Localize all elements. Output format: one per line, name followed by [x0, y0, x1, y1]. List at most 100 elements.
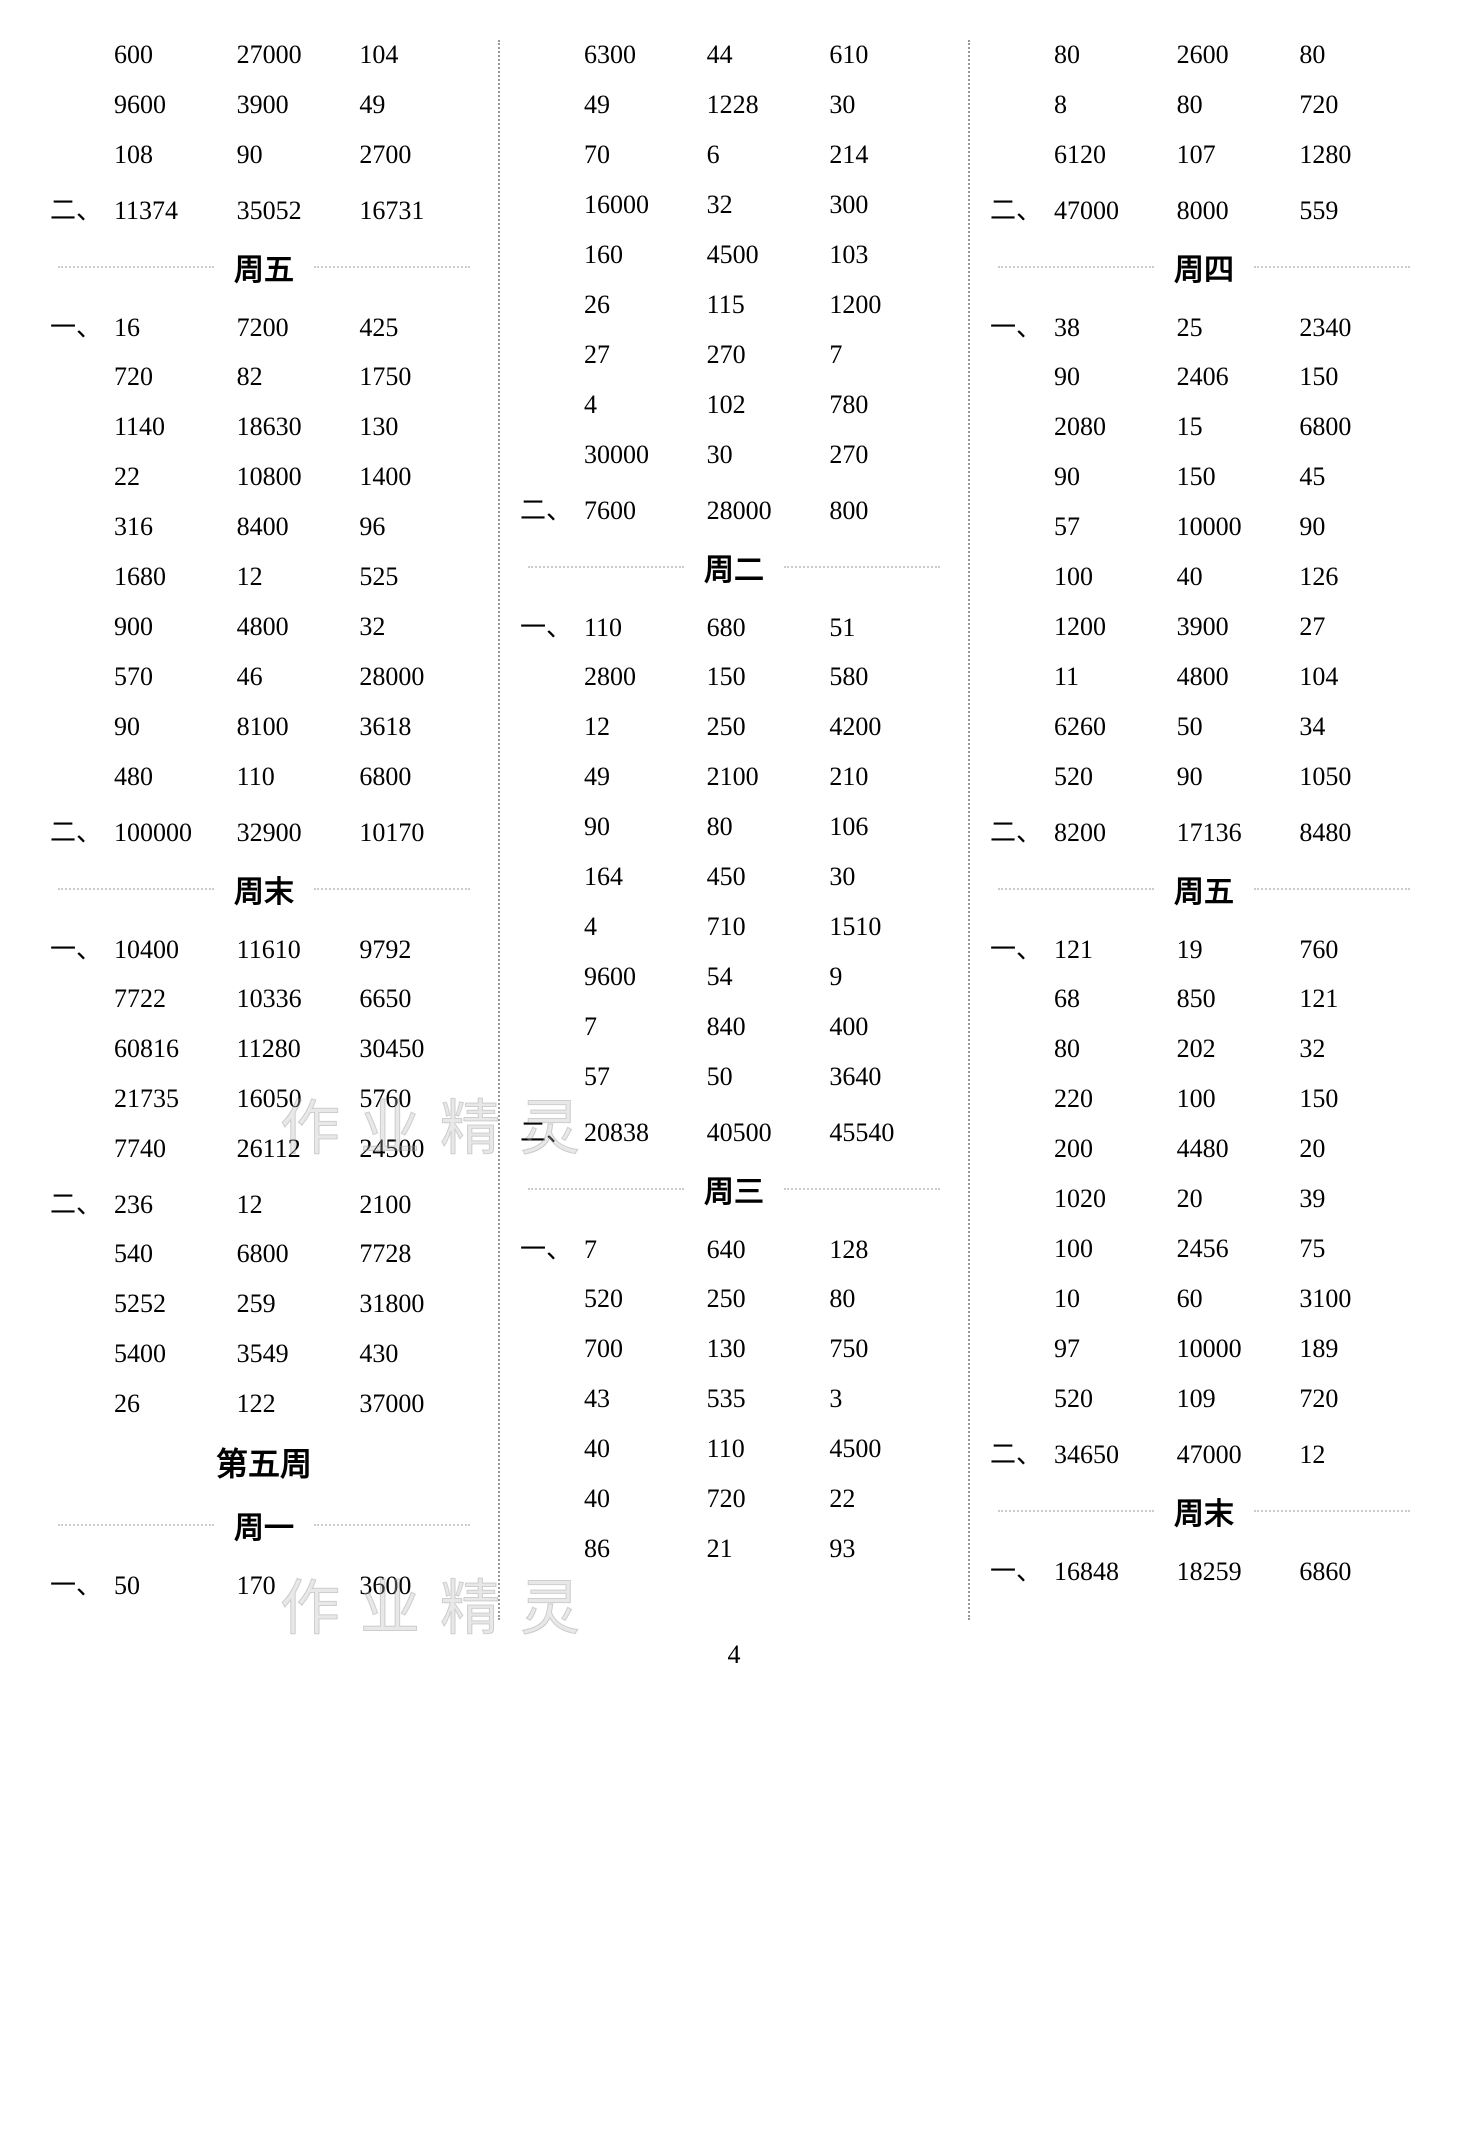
data-cell: 107 — [1173, 140, 1296, 170]
data-cell: 7 — [825, 340, 948, 370]
row-label: 一、 — [50, 1565, 110, 1602]
page-number: 4 — [30, 1640, 1438, 1670]
data-cell: 6800 — [355, 762, 478, 792]
data-cell: 720 — [1295, 90, 1418, 120]
data-cell: 850 — [1173, 984, 1296, 1014]
data-row: 47101510 — [520, 912, 948, 944]
data-cell: 10336 — [233, 984, 356, 1014]
data-row: 21735160505760 — [50, 1084, 478, 1116]
data-cell: 8000 — [1173, 196, 1296, 226]
day-heading-row: 周五 — [990, 867, 1418, 911]
data-cell: 45 — [1295, 462, 1418, 492]
data-cell: 220 — [1050, 1084, 1173, 1114]
data-cell: 28000 — [355, 662, 478, 692]
data-row: 7722103366650 — [50, 984, 478, 1016]
data-cell: 1280 — [1295, 140, 1418, 170]
data-cell: 250 — [703, 712, 826, 742]
day-heading: 周五 — [1162, 867, 1246, 911]
data-row: 9015045 — [990, 462, 1418, 494]
data-cell: 68 — [1050, 984, 1173, 1014]
data-cell: 520 — [580, 1284, 703, 1314]
data-row: 二、113743505216731 — [50, 190, 478, 227]
dots-left — [998, 266, 1154, 268]
data-cell: 270 — [703, 340, 826, 370]
data-cell: 6260 — [1050, 712, 1173, 742]
data-cell: 126 — [1295, 562, 1418, 592]
data-cell: 130 — [355, 412, 478, 442]
day-heading-row: 周末 — [50, 867, 478, 911]
columns-container: 600270001049600390049108902700二、11374350… — [30, 40, 1438, 1620]
data-cell: 8400 — [233, 512, 356, 542]
data-row: 220100150 — [990, 1084, 1418, 1116]
data-row: 1600032300 — [520, 190, 948, 222]
data-cell: 450 — [703, 862, 826, 892]
dots-right — [784, 566, 940, 568]
data-cell: 20838 — [580, 1118, 703, 1148]
data-cell: 480 — [110, 762, 233, 792]
data-cell: 680 — [703, 613, 826, 643]
data-cell: 109 — [1173, 1384, 1296, 1414]
data-cell: 16050 — [233, 1084, 356, 1114]
data-cell: 720 — [703, 1484, 826, 1514]
data-row: 9600390049 — [50, 90, 478, 122]
data-cell: 780 — [825, 390, 948, 420]
data-cell: 18259 — [1173, 1557, 1296, 1587]
data-cell: 7600 — [580, 496, 703, 526]
data-cell: 40500 — [703, 1118, 826, 1148]
data-row: 520901050 — [990, 762, 1418, 794]
day-heading-row: 周二 — [520, 545, 948, 589]
dots-right — [314, 1524, 470, 1526]
data-cell: 18630 — [233, 412, 356, 442]
data-cell: 130 — [703, 1334, 826, 1364]
data-cell: 2340 — [1295, 313, 1418, 343]
data-cell: 100 — [1050, 1234, 1173, 1264]
data-cell: 30 — [825, 90, 948, 120]
data-cell: 8480 — [1295, 818, 1418, 848]
data-cell: 425 — [355, 313, 478, 343]
data-cell: 2100 — [355, 1190, 478, 1220]
data-cell: 7200 — [233, 313, 356, 343]
dots-left — [998, 888, 1154, 890]
data-row: 一、12119760 — [990, 929, 1418, 966]
data-row: 261151200 — [520, 290, 948, 322]
data-cell: 50 — [110, 1571, 233, 1601]
data-row: 168012525 — [50, 562, 478, 594]
data-row: 16445030 — [520, 862, 948, 894]
row-label: 一、 — [990, 307, 1050, 344]
day-heading: 周三 — [692, 1167, 776, 1211]
dots-right — [314, 888, 470, 890]
data-cell: 60816 — [110, 1034, 233, 1064]
data-cell: 1140 — [110, 412, 233, 442]
data-cell: 800 — [825, 496, 948, 526]
data-cell: 150 — [703, 662, 826, 692]
data-cell: 22 — [825, 1484, 948, 1514]
data-cell: 26 — [110, 1389, 233, 1419]
data-cell: 7 — [580, 1012, 703, 1042]
data-row: 401104500 — [520, 1434, 948, 1466]
data-cell: 40 — [1173, 562, 1296, 592]
data-cell: 27 — [580, 340, 703, 370]
data-cell: 51 — [825, 613, 948, 643]
data-cell: 250 — [703, 1284, 826, 1314]
data-cell: 12 — [233, 1190, 356, 1220]
day-heading: 周二 — [692, 545, 776, 589]
data-cell: 21 — [703, 1534, 826, 1564]
data-row: 二、760028000800 — [520, 490, 948, 527]
data-cell: 202 — [1173, 1034, 1296, 1064]
data-cell: 164 — [580, 862, 703, 892]
data-cell: 214 — [825, 140, 948, 170]
row-label: 二、 — [50, 812, 110, 849]
data-cell: 80 — [1295, 40, 1418, 70]
data-cell: 16 — [110, 313, 233, 343]
data-cell: 6300 — [580, 40, 703, 70]
data-row: 一、16848182596860 — [990, 1551, 1418, 1588]
dots-left — [58, 1524, 214, 1526]
dots-left — [58, 266, 214, 268]
data-cell: 3900 — [233, 90, 356, 120]
data-cell: 106 — [825, 812, 948, 842]
data-cell: 122 — [233, 1389, 356, 1419]
data-cell: 580 — [825, 662, 948, 692]
data-cell: 90 — [580, 812, 703, 842]
data-cell: 10000 — [1173, 512, 1296, 542]
data-cell: 24500 — [355, 1134, 478, 1164]
